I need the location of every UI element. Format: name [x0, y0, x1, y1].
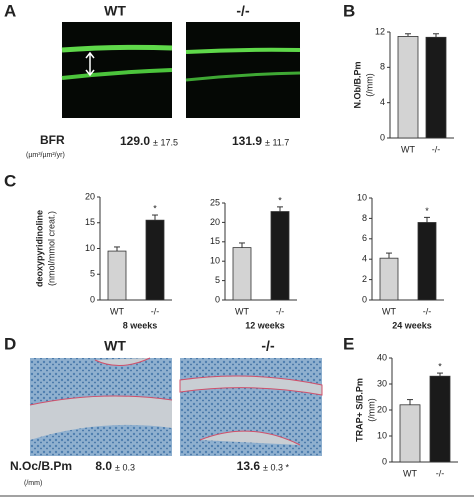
- bar: [232, 247, 252, 301]
- y-axis-unit: (/mm): [364, 73, 374, 97]
- fluorescence-image: [185, 22, 301, 118]
- y-tick-label: 0: [380, 132, 385, 142]
- y-tick-label: 25: [210, 197, 220, 207]
- x-tick-label: WT: [401, 144, 415, 154]
- y-axis-unit: (nmol/mmol creat.): [46, 211, 56, 286]
- x-tick-label: WT: [403, 468, 417, 478]
- panel-label: A: [4, 1, 16, 20]
- chart-caption: 8 weeks: [123, 320, 158, 330]
- measure-value: 129.0: [120, 134, 150, 148]
- y-axis-label: deoxypyridinoline: [34, 210, 44, 287]
- measure-label: BFR: [40, 133, 65, 147]
- measure-error: ± 11.7: [265, 137, 289, 147]
- y-tick-label: 2: [362, 274, 367, 284]
- y-tick-label: 4: [380, 97, 385, 107]
- significance-mark: *: [153, 203, 157, 213]
- histology-image: [179, 358, 323, 456]
- y-tick-label: 15: [85, 217, 95, 227]
- x-tick-label: WT: [110, 306, 124, 316]
- x-tick-label: -/-: [423, 306, 432, 316]
- y-tick-label: 10: [357, 192, 367, 202]
- panel-label: E: [343, 334, 354, 353]
- y-axis-label: TRAP+ S/B.Pm: [354, 378, 364, 442]
- y-tick-label: 40: [377, 352, 387, 362]
- group-heading: WT: [104, 338, 126, 354]
- y-tick-label: 15: [210, 236, 220, 246]
- y-tick-label: 0: [382, 456, 387, 466]
- x-tick-label: -/-: [151, 306, 160, 316]
- y-tick-label: 5: [215, 275, 220, 285]
- y-tick-label: 4: [362, 254, 367, 264]
- bar: [145, 219, 165, 301]
- x-tick-label: WT: [235, 306, 249, 316]
- significance-mark: *: [278, 195, 282, 205]
- significance-mark: *: [425, 206, 429, 216]
- bar: [425, 36, 447, 139]
- bar: [397, 36, 419, 139]
- group-heading: -/-: [261, 338, 275, 354]
- y-tick-label: 5: [90, 269, 95, 279]
- y-tick-label: 30: [377, 378, 387, 388]
- x-tick-label: -/-: [276, 306, 285, 316]
- y-tick-label: 10: [85, 243, 95, 253]
- y-tick-label: 20: [377, 404, 387, 414]
- y-axis-unit: (/mm): [366, 398, 376, 422]
- y-tick-label: 8: [380, 62, 385, 72]
- measure-error: ± 0.3: [115, 462, 135, 472]
- significance-mark: *: [438, 361, 442, 371]
- x-tick-label: -/-: [436, 468, 445, 478]
- bar: [379, 257, 399, 301]
- chart-caption: 24 weeks: [392, 320, 432, 330]
- measure-value: 8.0: [95, 459, 112, 473]
- y-tick-label: 6: [362, 233, 367, 243]
- y-tick-label: 0: [215, 294, 220, 304]
- panel-label: D: [4, 334, 16, 353]
- group-heading: WT: [104, 3, 126, 19]
- y-tick-label: 12: [375, 26, 385, 36]
- measure-label: N.Oc/B.Pm: [10, 459, 72, 473]
- group-heading: -/-: [236, 3, 250, 19]
- y-tick-label: 20: [210, 217, 220, 227]
- y-tick-label: 20: [85, 191, 95, 201]
- bar: [399, 404, 421, 463]
- measure-unit: (µm³/µm²/yr): [26, 152, 65, 159]
- histology-image: [29, 357, 173, 456]
- bar: [417, 222, 437, 301]
- panel-label: C: [4, 171, 16, 190]
- measure-error: ± 0.3 *: [263, 462, 289, 472]
- bar: [429, 375, 451, 463]
- y-tick-label: 0: [90, 294, 95, 304]
- panel-label: B: [343, 1, 355, 20]
- y-tick-label: 10: [210, 256, 220, 266]
- x-tick-label: WT: [382, 306, 396, 316]
- y-tick-label: 0: [362, 294, 367, 304]
- bar: [107, 250, 127, 301]
- y-axis-label: N.Ob/B.Pm: [352, 61, 362, 108]
- measure-value: 13.6: [237, 459, 261, 473]
- chart-caption: 12 weeks: [245, 320, 285, 330]
- measure-value: 131.9: [232, 134, 262, 148]
- fluorescence-image: [61, 22, 173, 118]
- bar: [270, 211, 290, 301]
- y-tick-label: 10: [377, 430, 387, 440]
- measure-unit: (/mm): [24, 480, 42, 487]
- measure-error: ± 17.5: [153, 137, 178, 147]
- y-tick-label: 8: [362, 213, 367, 223]
- x-tick-label: -/-: [432, 144, 441, 154]
